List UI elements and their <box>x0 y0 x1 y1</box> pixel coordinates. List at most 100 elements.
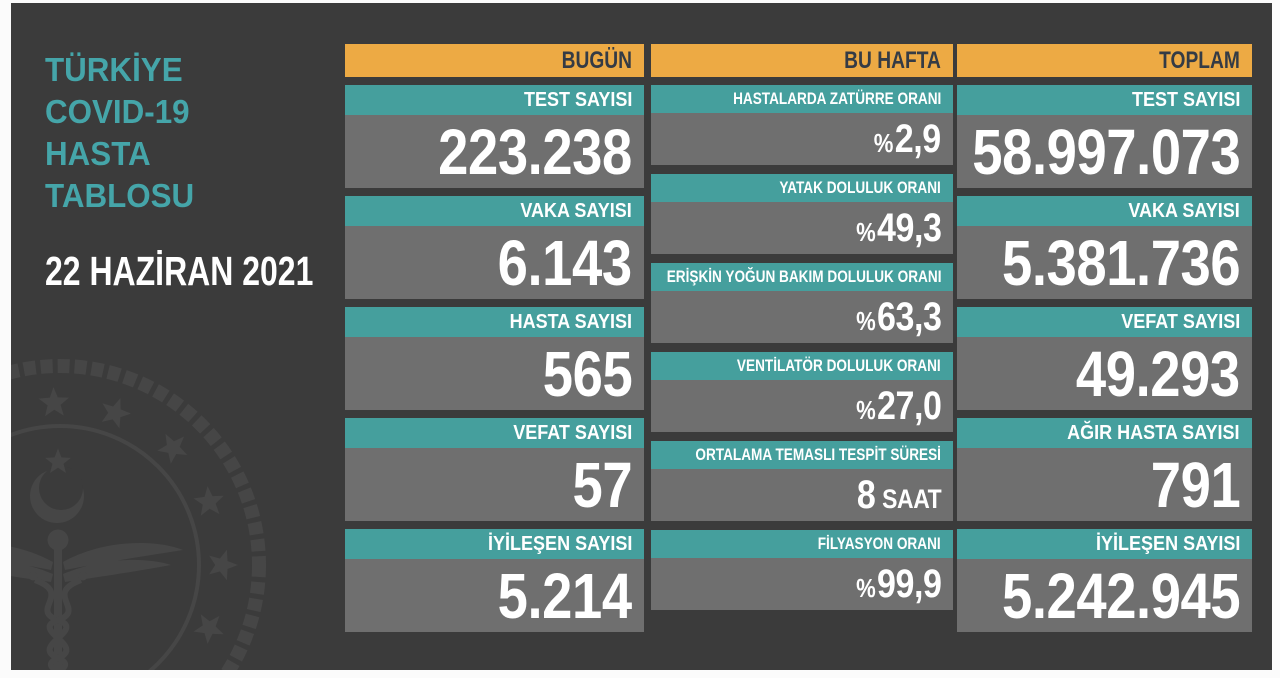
title-line-text: TÜRKİYE <box>45 51 183 88</box>
stat-label: YATAK DOLULUK ORANI <box>651 174 953 202</box>
stat-value: 57 <box>345 448 644 521</box>
stat-value-text: %99,9 <box>855 561 942 606</box>
stat-label: ORTALAMA TEMASLI TESPİT SÜRESİ <box>651 441 953 469</box>
stat-block-temasli-tespit: ORTALAMA TEMASLI TESPİT SÜRESİ 8 SAAT <box>651 441 953 521</box>
stat-block-yogun-bakim: ERİŞKİN YOĞUN BAKIM DOLULUK ORANI %63,3 <box>651 263 953 343</box>
stat-label-text: VEFAT SAYISI <box>1120 310 1240 333</box>
stat-label-text: ORTALAMA TEMASLI TESPİT SÜRESİ <box>695 445 941 464</box>
column-bu-hafta: BU HAFTA HASTALARDA ZATÜRRE ORANI %2,9 Y… <box>651 44 953 619</box>
stat-label: AĞIR HASTA SAYISI <box>957 418 1252 448</box>
title-line-text: COVID-19 <box>45 93 190 130</box>
stat-value-text: 8 SAAT <box>856 472 942 517</box>
stat-label: TEST SAYISI <box>957 85 1252 115</box>
page-title: TÜRKİYE COVID-19 HASTA TABLOSU <box>45 49 202 217</box>
stat-value-text: %27,0 <box>855 383 942 428</box>
stat-block-toplam-iyilesen: İYİLEŞEN SAYISI 5.242.945 <box>957 529 1252 632</box>
title-line: TABLOSU <box>45 175 202 217</box>
stat-value: 223.238 <box>345 115 644 188</box>
stat-block-bugun-vefat: VEFAT SAYISI 57 <box>345 418 644 521</box>
crescent-star-icon <box>30 448 84 523</box>
stat-label: İYİLEŞEN SAYISI <box>957 529 1252 559</box>
stat-value-text: 565 <box>542 337 633 410</box>
stat-label-text: VEFAT SAYISI <box>512 421 632 444</box>
stat-block-toplam-vefat: VEFAT SAYISI 49.293 <box>957 307 1252 410</box>
report-date: 22 HAZİRAN 2021 <box>45 249 389 293</box>
stat-label: VENTİLATÖR DOLULUK ORANI <box>651 352 953 380</box>
stat-label: HASTA SAYISI <box>345 307 644 337</box>
stat-value-text: 5.242.945 <box>1001 559 1241 632</box>
stat-label-text: ERİŞKİN YOĞUN BAKIM DOLULUK ORANI <box>666 267 941 286</box>
stat-block-bugun-test: TEST SAYISI 223.238 <box>345 85 644 188</box>
stat-label-text: VAKA SAYISI <box>520 199 632 222</box>
column-header-toplam: TOPLAM <box>957 44 1252 77</box>
stat-value-text: 223.238 <box>438 115 632 188</box>
stat-block-bugun-iyilesen: İYİLEŞEN SAYISI 5.214 <box>345 529 644 632</box>
stat-label: İYİLEŞEN SAYISI <box>345 529 644 559</box>
stat-label: FİLYASYON ORANI <box>651 530 953 558</box>
stat-label-text: HASTA SAYISI <box>509 310 632 333</box>
stat-block-toplam-agir-hasta: AĞIR HASTA SAYISI 791 <box>957 418 1252 521</box>
stat-label-text: FİLYASYON ORANI <box>818 534 941 553</box>
stat-value-text: %49,3 <box>855 205 942 250</box>
stat-block-zaturre: HASTALARDA ZATÜRRE ORANI %2,9 <box>651 85 953 165</box>
column-header-text: BUGÜN <box>561 46 632 74</box>
stat-block-toplam-test: TEST SAYISI 58.997.073 <box>957 85 1252 188</box>
stat-label: VEFAT SAYISI <box>345 418 644 448</box>
column-header-bugun: BUGÜN <box>345 44 644 77</box>
stat-value-text: 6.143 <box>497 226 632 299</box>
stat-value: %49,3 <box>651 202 953 254</box>
title-line-text: HASTA <box>45 135 151 172</box>
stat-value: %63,3 <box>651 291 953 343</box>
stat-block-bugun-vaka: VAKA SAYISI 6.143 <box>345 196 644 299</box>
stat-label: HASTALARDA ZATÜRRE ORANI <box>651 85 953 113</box>
stat-value: 565 <box>345 337 644 410</box>
stat-value: 8 SAAT <box>651 469 953 521</box>
stat-block-ventilator: VENTİLATÖR DOLULUK ORANI %27,0 <box>651 352 953 432</box>
stat-value-text: 791 <box>1150 448 1241 521</box>
stat-value: %99,9 <box>651 558 953 610</box>
stat-label-text: İYİLEŞEN SAYISI <box>487 532 632 555</box>
health-ministry-emblem-watermark <box>11 359 266 670</box>
stat-value: 791 <box>957 448 1252 521</box>
stat-value-text: 49.293 <box>1076 337 1240 410</box>
stat-value: 5.214 <box>345 559 644 632</box>
stat-value: 5.381.736 <box>957 226 1252 299</box>
column-toplam: TOPLAM TEST SAYISI 58.997.073 VAKA SAYIS… <box>957 44 1252 640</box>
column-header-text: BU HAFTA <box>844 46 941 74</box>
rope-ring-icon <box>11 359 266 670</box>
stat-value: %2,9 <box>651 113 953 165</box>
stat-value: %27,0 <box>651 380 953 432</box>
title-line-text: TABLOSU <box>45 177 195 214</box>
inner-circle-icon <box>11 424 201 670</box>
stat-label: TEST SAYISI <box>345 85 644 115</box>
stat-label-text: İYİLEŞEN SAYISI <box>1095 532 1240 555</box>
stat-value-text: 5.214 <box>497 559 632 632</box>
stat-label-text: TEST SAYISI <box>1131 88 1240 111</box>
stat-label: VAKA SAYISI <box>957 196 1252 226</box>
stat-label-text: VAKA SAYISI <box>1128 199 1240 222</box>
title-line: HASTA <box>45 133 202 175</box>
stat-value-text: %2,9 <box>874 116 941 161</box>
stat-value-text: %63,3 <box>855 294 942 339</box>
stat-block-bugun-hasta: HASTA SAYISI 565 <box>345 307 644 410</box>
stat-label-text: HASTALARDA ZATÜRRE ORANI <box>732 89 941 108</box>
column-header-bu-hafta: BU HAFTA <box>651 44 953 77</box>
stat-value-text: 57 <box>572 448 632 521</box>
infographic-panel: TÜRKİYE COVID-19 HASTA TABLOSU 22 HAZİRA… <box>11 3 1272 670</box>
stat-block-yatak: YATAK DOLULUK ORANI %49,3 <box>651 174 953 254</box>
stat-value: 5.242.945 <box>957 559 1252 632</box>
report-date-text: 22 HAZİRAN 2021 <box>45 248 314 294</box>
stat-label-text: TEST SAYISI <box>523 88 632 111</box>
stat-block-toplam-vaka: VAKA SAYISI 5.381.736 <box>957 196 1252 299</box>
stat-value: 6.143 <box>345 226 644 299</box>
column-header-text: TOPLAM <box>1159 46 1240 74</box>
stat-label: VEFAT SAYISI <box>957 307 1252 337</box>
stat-value: 58.997.073 <box>957 115 1252 188</box>
stat-label: ERİŞKİN YOĞUN BAKIM DOLULUK ORANI <box>651 263 953 291</box>
column-bugun: BUGÜN TEST SAYISI 223.238 VAKA SAYISI 6.… <box>345 44 644 640</box>
stat-label-text: VENTİLATÖR DOLULUK ORANI <box>737 356 941 375</box>
stat-block-filyasyon: FİLYASYON ORANI %99,9 <box>651 530 953 610</box>
stat-label: VAKA SAYISI <box>345 196 644 226</box>
title-line: TÜRKİYE <box>45 49 202 91</box>
